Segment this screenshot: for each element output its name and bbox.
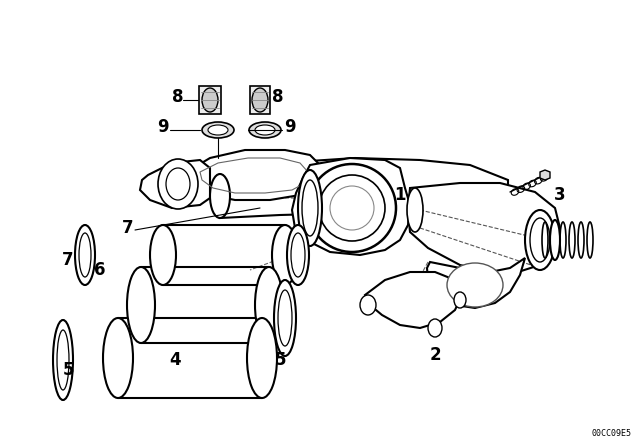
Ellipse shape — [551, 222, 557, 258]
Ellipse shape — [287, 225, 309, 285]
Ellipse shape — [428, 319, 442, 337]
Ellipse shape — [319, 175, 385, 241]
Text: 9: 9 — [284, 118, 296, 136]
Polygon shape — [540, 170, 550, 180]
Ellipse shape — [525, 210, 555, 270]
Text: 1: 1 — [394, 186, 406, 204]
Ellipse shape — [202, 88, 218, 112]
Text: 2: 2 — [429, 346, 441, 364]
Ellipse shape — [578, 222, 584, 258]
Polygon shape — [427, 258, 525, 308]
Ellipse shape — [454, 292, 466, 308]
Ellipse shape — [103, 318, 133, 398]
Ellipse shape — [291, 233, 305, 277]
Ellipse shape — [272, 225, 298, 285]
Ellipse shape — [407, 188, 423, 232]
Text: 7: 7 — [122, 219, 134, 237]
Polygon shape — [220, 158, 508, 230]
Text: 4: 4 — [169, 351, 181, 369]
Ellipse shape — [278, 290, 292, 346]
Ellipse shape — [298, 170, 322, 246]
Polygon shape — [292, 158, 410, 255]
Text: 8: 8 — [272, 88, 284, 106]
Ellipse shape — [252, 88, 268, 112]
Ellipse shape — [79, 233, 91, 277]
Polygon shape — [140, 160, 210, 208]
Polygon shape — [408, 183, 560, 272]
Text: 00CC09E5: 00CC09E5 — [592, 429, 632, 438]
Ellipse shape — [302, 180, 318, 236]
Ellipse shape — [569, 222, 575, 258]
Ellipse shape — [530, 218, 550, 262]
Polygon shape — [365, 272, 462, 328]
Ellipse shape — [308, 164, 396, 252]
Ellipse shape — [550, 220, 560, 260]
Text: 5: 5 — [275, 351, 285, 369]
Text: 7: 7 — [62, 251, 74, 269]
Ellipse shape — [255, 125, 275, 135]
Ellipse shape — [202, 122, 234, 138]
Bar — [250, 86, 270, 114]
Ellipse shape — [75, 225, 95, 285]
Ellipse shape — [150, 225, 176, 285]
Text: 8: 8 — [172, 88, 184, 106]
Ellipse shape — [57, 330, 69, 390]
Polygon shape — [190, 150, 320, 200]
Ellipse shape — [127, 267, 155, 343]
Ellipse shape — [560, 222, 566, 258]
Ellipse shape — [210, 174, 230, 218]
Ellipse shape — [53, 320, 73, 400]
Ellipse shape — [330, 186, 374, 230]
Ellipse shape — [447, 263, 503, 307]
Ellipse shape — [587, 222, 593, 258]
Ellipse shape — [158, 159, 198, 209]
Text: 3: 3 — [554, 186, 566, 204]
Ellipse shape — [255, 267, 283, 343]
Text: 6: 6 — [94, 261, 106, 279]
Ellipse shape — [249, 122, 281, 138]
Ellipse shape — [208, 125, 228, 135]
Ellipse shape — [542, 222, 548, 258]
Ellipse shape — [247, 318, 277, 398]
Ellipse shape — [166, 168, 190, 200]
Text: 5: 5 — [62, 361, 74, 379]
Ellipse shape — [274, 280, 296, 356]
Ellipse shape — [360, 295, 376, 315]
Bar — [199, 86, 221, 114]
Text: 9: 9 — [157, 118, 169, 136]
